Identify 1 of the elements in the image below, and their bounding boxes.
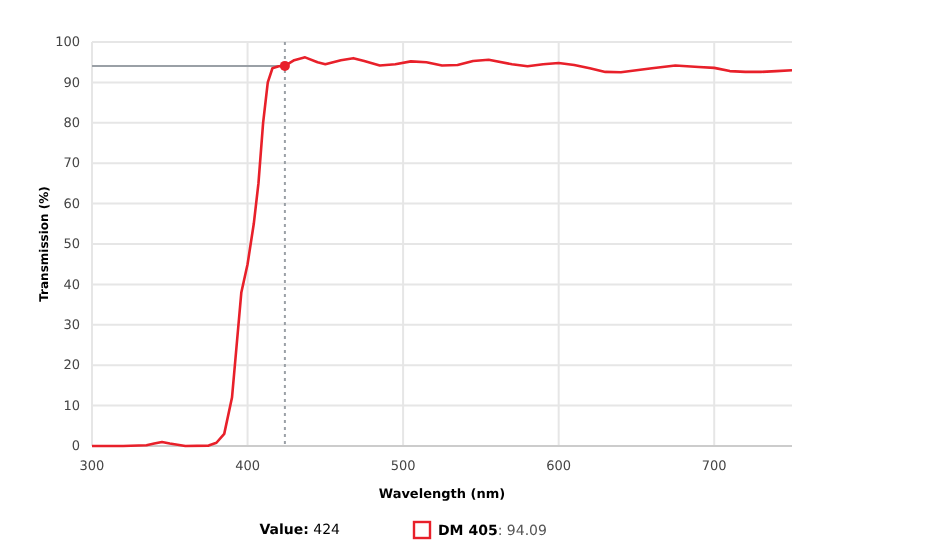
line-series bbox=[90, 56, 794, 448]
